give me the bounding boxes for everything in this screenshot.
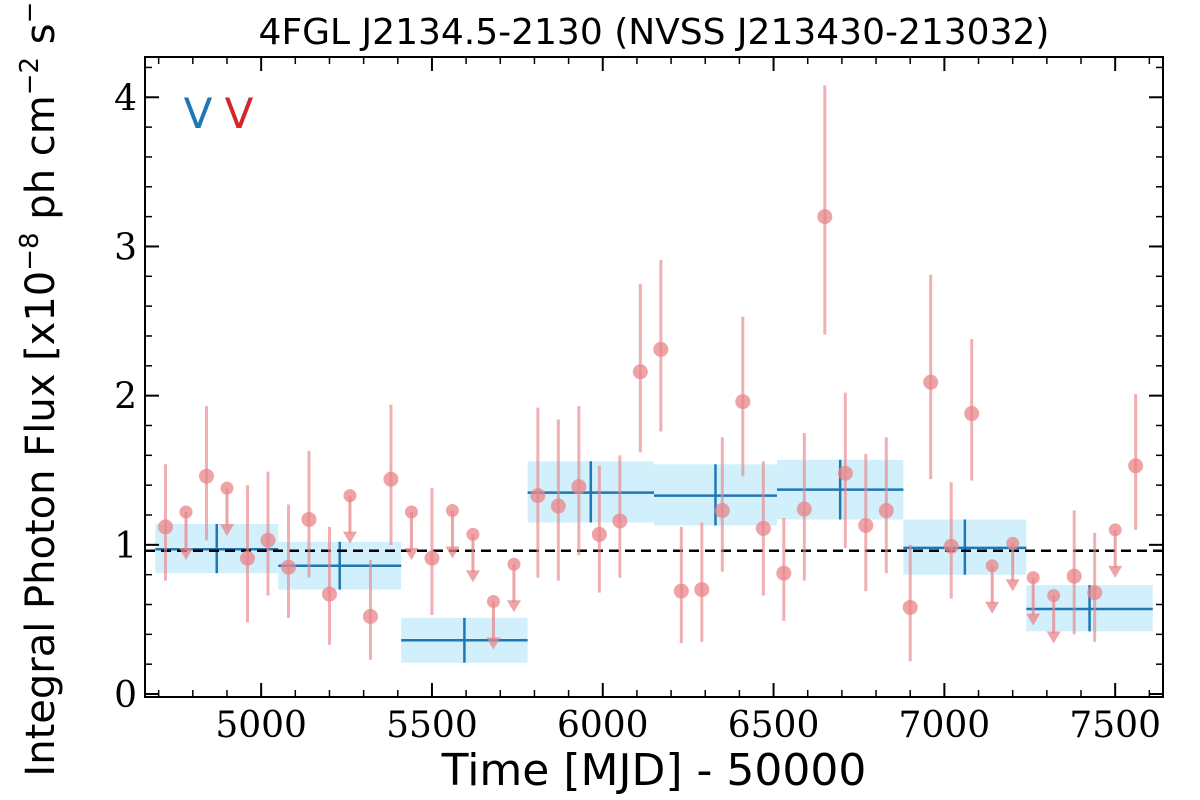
x-tick-label: 6500: [728, 705, 820, 746]
flux-point: [858, 517, 874, 533]
x-tick-label: 7000: [899, 705, 991, 746]
upper-limit-arrow: [342, 531, 357, 544]
flux-point: [796, 501, 812, 517]
flux-point: [424, 550, 440, 566]
flux-point: [923, 374, 939, 390]
upper-limit-point: [1006, 536, 1020, 550]
x-tick-label: 7500: [1069, 705, 1161, 746]
flux-point: [964, 406, 980, 422]
upper-limit-arrow: [1046, 631, 1061, 644]
upper-limit-arrow: [985, 601, 1000, 614]
y-tick-label: 3: [114, 227, 137, 268]
flux-point: [321, 586, 337, 602]
flux-point: [714, 503, 730, 519]
upper-limit-point: [486, 595, 500, 609]
flux-point: [943, 538, 959, 554]
flux-point: [1128, 458, 1144, 474]
upper-limit-point: [1026, 571, 1040, 585]
y-tick-label: 2: [114, 377, 137, 418]
flux-point: [837, 465, 853, 481]
y-tick-label: 4: [114, 78, 137, 119]
legend-marker-1: V: [184, 89, 213, 138]
y-axis-label: Integral Photon Flux [x10−8 ph cm−2 s−1]: [15, 0, 64, 777]
upper-limit-point: [179, 505, 193, 519]
upper-limit-point: [404, 505, 418, 519]
x-axis-label: Time [MJD] - 50000: [441, 745, 867, 796]
flux-point: [755, 520, 771, 536]
plot-frame: [144, 56, 1164, 698]
flux-point: [902, 599, 918, 615]
flux-point: [260, 532, 276, 548]
upper-limit-point: [507, 557, 521, 571]
flux-point: [383, 471, 399, 487]
upper-limit-arrow: [465, 570, 480, 583]
flux-point: [776, 565, 792, 581]
flux-point: [653, 341, 669, 357]
upper-limit-arrow: [1026, 613, 1041, 626]
flux-point: [1087, 585, 1103, 601]
upper-limit-point: [1108, 523, 1122, 537]
upper-limit-arrow: [486, 637, 501, 650]
y-tick-label: 0: [114, 675, 137, 716]
flux-point: [301, 511, 317, 527]
y-axis-label-main: Integral Photon Flux [x10: [18, 271, 64, 777]
flux-point: [1066, 568, 1082, 584]
flux-point: [735, 394, 751, 410]
y-axis-label-unit: ph cm: [18, 95, 64, 232]
flux-point: [550, 498, 566, 514]
flux-point: [239, 550, 255, 566]
flux-point: [362, 608, 378, 624]
y-axis-label-exponent-3: −1: [15, 0, 45, 23]
flux-point: [571, 479, 587, 495]
flux-point: [157, 519, 173, 535]
flux-point: [530, 488, 546, 504]
flux-point: [612, 513, 628, 529]
upper-limit-point: [445, 504, 459, 518]
flux-point: [632, 364, 648, 380]
flux-point: [817, 209, 833, 225]
flux-point: [280, 559, 296, 575]
flux-point: [694, 582, 710, 598]
x-tick-label: 6000: [557, 705, 649, 746]
legend-marker-2: V: [225, 89, 254, 138]
upper-limit-point: [343, 489, 357, 503]
upper-limit-arrow: [178, 548, 193, 561]
y-axis-label-s: s: [18, 23, 64, 57]
flux-point: [198, 468, 214, 484]
upper-limit-point: [220, 481, 234, 495]
x-tick-label: 5500: [386, 705, 478, 746]
plot-area: 5000 5500 6000 6500 7000 7500 0 1 2 3 4 V V: [114, 56, 1164, 746]
upper-limit-point: [985, 559, 999, 573]
upper-limit-arrow: [219, 524, 234, 537]
upper-limit-arrow: [1108, 565, 1123, 578]
y-axis-label-exponent: −8: [15, 232, 45, 270]
upper-limit-arrow: [404, 548, 419, 561]
upper-limit-point: [1047, 589, 1061, 603]
flux-point: [591, 526, 607, 542]
chart-title: 4FGL J2134.5-2130 (NVSS J213430-213032): [259, 12, 1050, 53]
y-tick-label: 1: [114, 526, 137, 567]
flux-point: [878, 503, 894, 519]
upper-limit-arrow: [445, 546, 460, 559]
flux-point: [673, 583, 689, 599]
upper-limit-point: [466, 527, 480, 541]
x-tick-label: 5000: [215, 705, 307, 746]
y-axis-label-exponent-2: −2: [15, 57, 45, 95]
upper-limit-arrow: [1005, 579, 1020, 592]
upper-limit-arrow: [506, 600, 521, 613]
